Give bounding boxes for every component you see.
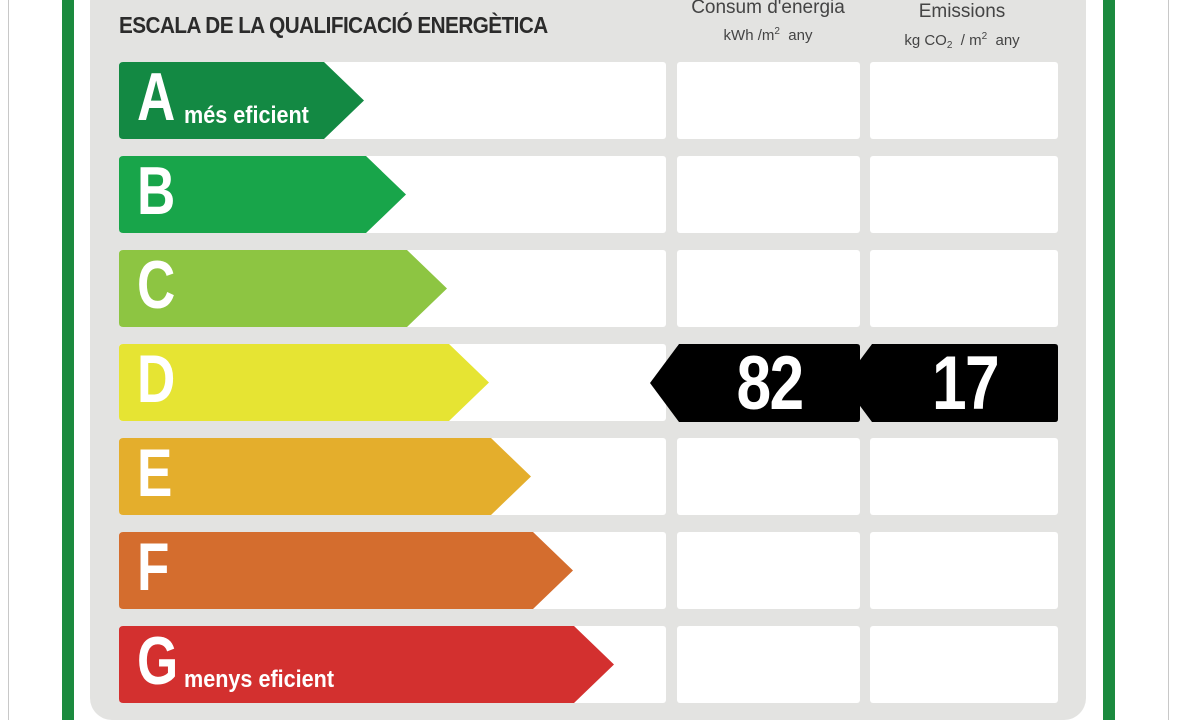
emissions-column-header: Emissions kg CO2 / m2 any	[867, 2, 1057, 51]
frame-border-left	[62, 0, 74, 720]
rating-arrow-b: B	[119, 153, 406, 233]
emissions-cell-g	[870, 626, 1058, 703]
emissions-cell-a	[870, 62, 1058, 139]
rating-arrow-d: D	[119, 341, 489, 421]
frame-border-right	[1103, 0, 1115, 720]
energy-indicator: 82	[650, 341, 860, 426]
rating-letter: D	[137, 341, 176, 417]
emissions-cell-e	[870, 438, 1058, 515]
emissions-indicator: 17	[843, 341, 1058, 426]
rating-arrow-f: F	[119, 529, 573, 609]
page-edge-left	[8, 0, 9, 720]
emissions-cell-c	[870, 250, 1058, 327]
rating-sublabel: més eficient	[184, 102, 309, 129]
emissions-column-unit: kg CO2 / m2 any	[904, 31, 1020, 51]
energy-column-header: Consum d'energia kWh /m2 any	[676, 0, 860, 43]
energy-column-label: Consum d'energia	[691, 0, 845, 18]
energy-cell-c	[677, 250, 860, 327]
rating-letter: C	[137, 247, 176, 323]
energy-column-unit: kWh /m2 any	[723, 26, 813, 44]
emissions-value: 17	[931, 341, 1000, 426]
rating-letter: F	[137, 529, 170, 605]
rating-arrow-e: E	[119, 435, 531, 515]
emissions-column-label: Emissions	[918, 1, 1006, 22]
page-edge-right	[1168, 0, 1169, 720]
rating-letter: E	[137, 435, 173, 511]
emissions-cell-f	[870, 532, 1058, 609]
rating-sublabel: menys eficient	[184, 666, 335, 693]
energy-cell-f	[677, 532, 860, 609]
rating-letter: G	[137, 623, 179, 699]
scale-title: ESCALA DE LA QUALIFICACIÓ ENERGÈTICA	[119, 12, 548, 38]
energy-value: 82	[736, 341, 804, 426]
rating-letter: B	[137, 153, 176, 229]
energy-cell-g	[677, 626, 860, 703]
rating-letter: A	[137, 59, 176, 135]
energy-cell-a	[677, 62, 860, 139]
energy-cell-b	[677, 156, 860, 233]
rating-arrow-c: C	[119, 247, 447, 327]
energy-cell-e	[677, 438, 860, 515]
emissions-cell-b	[870, 156, 1058, 233]
